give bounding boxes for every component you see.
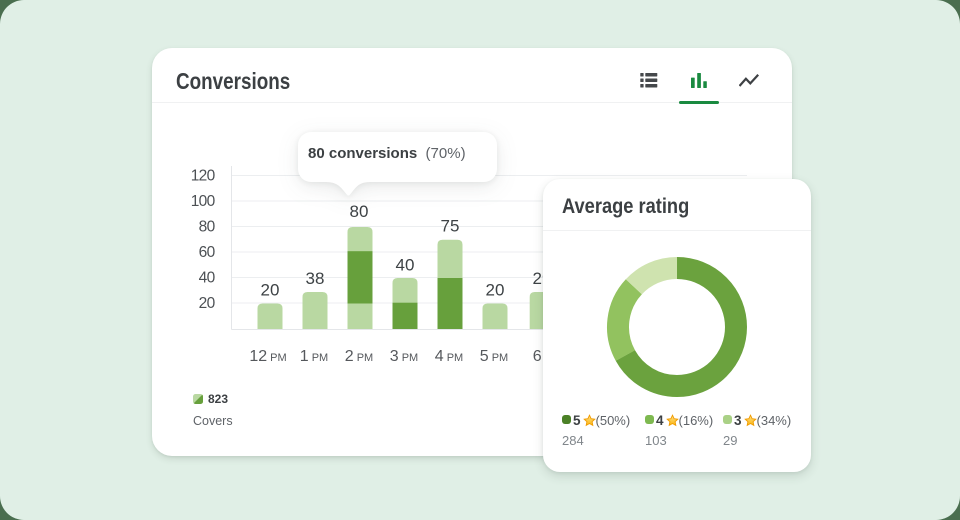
svg-text:120: 120 [191, 168, 216, 185]
svg-text:20: 20 [199, 295, 216, 312]
svg-text:40: 40 [396, 256, 415, 275]
svg-text:20: 20 [261, 281, 280, 300]
svg-text:4PM: 4 PM [435, 348, 463, 365]
svg-text:20: 20 [486, 281, 505, 300]
svg-text:60: 60 [199, 244, 216, 261]
svg-text:80: 80 [199, 219, 216, 236]
svg-text:80: 80 [350, 202, 369, 221]
svg-text:40: 40 [199, 270, 216, 287]
svg-text:38: 38 [306, 269, 325, 288]
svg-text:100: 100 [191, 193, 216, 210]
svg-text:1PM: 1 PM [300, 348, 328, 365]
svg-text:5PM: 5 PM [480, 348, 508, 365]
svg-text:3PM: 3 PM [390, 348, 418, 365]
svg-text:75: 75 [441, 217, 460, 236]
svg-text:2PM: 2 PM [345, 348, 373, 365]
